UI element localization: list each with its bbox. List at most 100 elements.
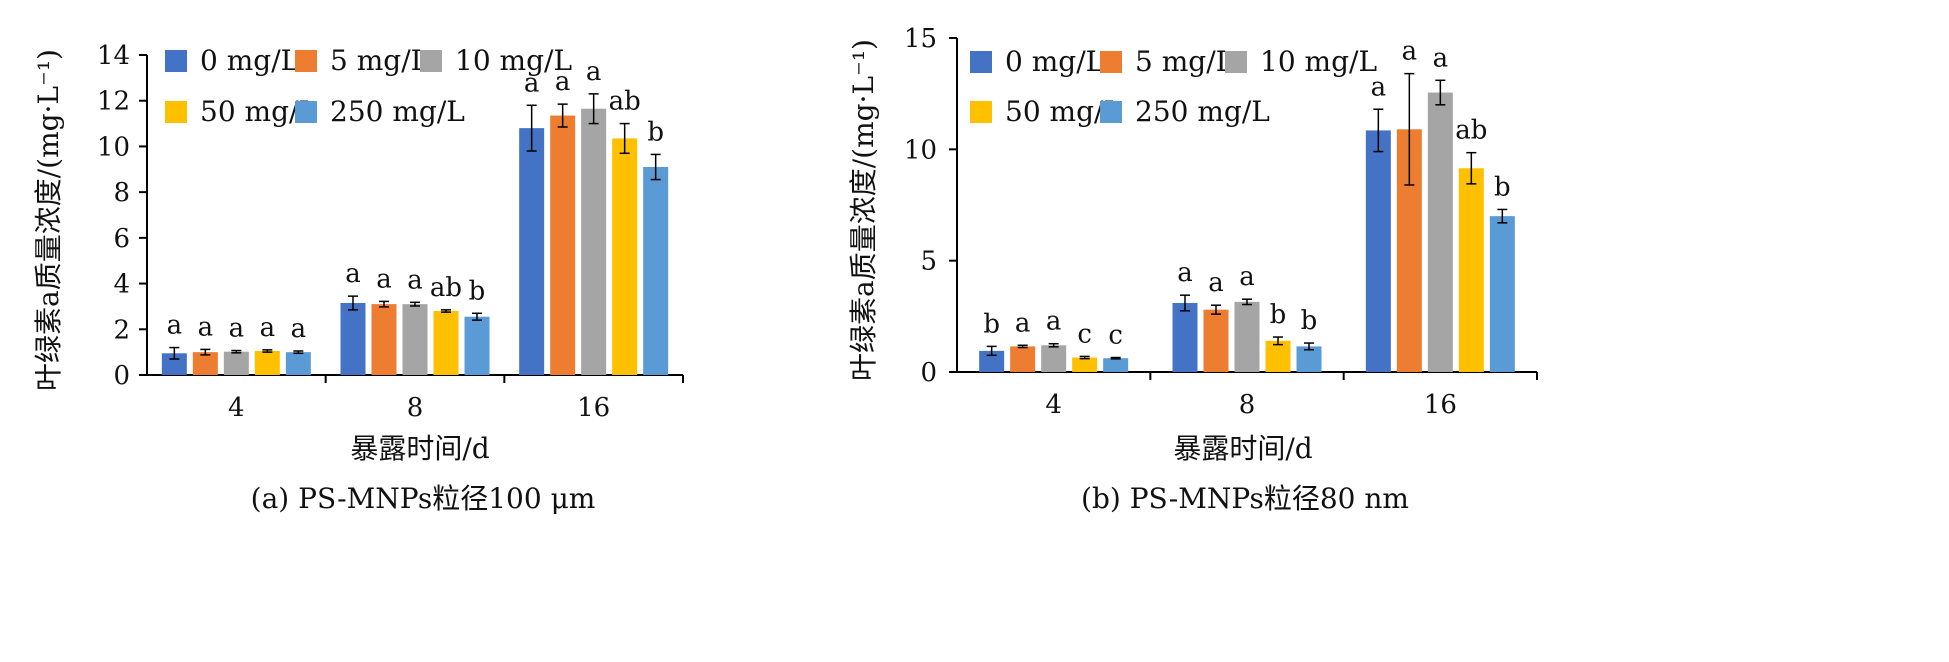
legend-swatch [1100, 101, 1122, 123]
significance-label: a [1015, 308, 1031, 338]
significance-label: a [555, 67, 571, 97]
legend-label: 5 mg/L [330, 44, 429, 77]
x-tick-label: 16 [577, 393, 610, 423]
significance-label: c [1077, 319, 1092, 349]
bar [192, 352, 218, 375]
bar [340, 303, 366, 375]
legend-swatch [165, 50, 187, 72]
y-tick-label: 10 [97, 132, 130, 162]
bar [1265, 340, 1291, 372]
bar [433, 311, 459, 375]
x-axis-title: 暴露时间/d [350, 432, 489, 465]
legend-swatch [970, 51, 992, 73]
y-tick-label: 0 [920, 358, 937, 388]
y-tick-label: 15 [904, 24, 937, 54]
x-tick-label: 4 [1045, 390, 1062, 420]
legend-swatch [1225, 51, 1247, 73]
legend-label: 0 mg/L [200, 44, 299, 77]
bar [643, 167, 669, 375]
significance-label: a [1371, 72, 1387, 102]
bar [1072, 357, 1098, 372]
legend-label: 10 mg/L [455, 44, 572, 77]
significance-label: a [229, 314, 245, 344]
bar [612, 138, 638, 375]
significance-label: b [983, 309, 1000, 339]
bar [1041, 345, 1067, 372]
chart-caption: (a) PS-MNPs粒径100 μm [251, 482, 596, 515]
bar [1365, 130, 1391, 372]
significance-label: a [1239, 262, 1255, 292]
legend-swatch [420, 50, 442, 72]
y-axis-title: 叶绿素a质量浓度/(mg·L⁻¹) [847, 39, 880, 381]
bar [285, 352, 311, 375]
legend-label: 250 mg/L [330, 95, 465, 128]
significance-label: a [1402, 37, 1418, 67]
y-tick-label: 2 [113, 315, 130, 345]
significance-label: a [407, 265, 423, 295]
legend-swatch [295, 50, 317, 72]
y-tick-label: 5 [920, 247, 937, 277]
significance-label: a [291, 314, 307, 344]
bar [550, 115, 576, 376]
legend-swatch [1100, 51, 1122, 73]
legend-label: 5 mg/L [1135, 45, 1234, 78]
bar [254, 351, 280, 375]
y-tick-label: 4 [113, 270, 130, 300]
significance-label: b [647, 117, 664, 147]
significance-label: ab [1455, 116, 1487, 146]
x-tick-label: 8 [407, 393, 424, 423]
significance-label: c [1108, 321, 1123, 351]
bar [464, 316, 490, 375]
y-tick-label: 14 [97, 41, 130, 71]
bar [1010, 346, 1036, 372]
significance-label: ab [609, 87, 641, 117]
significance-label: b [1270, 300, 1287, 330]
legend-swatch [295, 101, 317, 123]
bar [1203, 309, 1229, 372]
bar [1172, 302, 1198, 372]
bar [1234, 301, 1260, 372]
bar [581, 108, 607, 375]
legend-label: 10 mg/L [1260, 45, 1377, 78]
bar [1103, 358, 1129, 372]
significance-label: b [1494, 172, 1511, 202]
bar [161, 353, 187, 375]
significance-label: a [1433, 43, 1449, 73]
y-tick-label: 6 [113, 224, 130, 254]
significance-label: b [469, 276, 486, 306]
bar [519, 128, 545, 375]
y-tick-label: 8 [113, 178, 130, 208]
bar [402, 304, 428, 375]
x-tick-label: 8 [1239, 390, 1256, 420]
significance-label: a [167, 311, 183, 341]
bar [223, 351, 249, 375]
x-axis-title: 暴露时间/d [1173, 432, 1312, 465]
significance-label: a [524, 68, 540, 98]
x-tick-label: 16 [1424, 390, 1457, 420]
significance-label: a [376, 264, 392, 294]
significance-label: a [198, 312, 214, 342]
bar [1458, 168, 1484, 372]
significance-label: b [1301, 306, 1318, 336]
y-tick-label: 12 [97, 87, 130, 117]
bar [1296, 346, 1322, 372]
significance-label: a [586, 57, 602, 87]
significance-label: a [1208, 268, 1224, 298]
legend-label: 250 mg/L [1135, 95, 1270, 128]
significance-label: ab [430, 273, 462, 303]
significance-label: a [260, 313, 276, 343]
bar [979, 350, 1005, 372]
bar [1427, 92, 1453, 372]
significance-label: a [345, 259, 361, 289]
x-tick-label: 4 [228, 393, 245, 423]
legend-swatch [165, 101, 187, 123]
bar [1489, 216, 1515, 372]
legend-label: 0 mg/L [1005, 45, 1104, 78]
legend-swatch [970, 101, 992, 123]
y-tick-label: 10 [904, 135, 937, 165]
chart-caption: (b) PS-MNPs粒径80 nm [1081, 482, 1409, 515]
bar [371, 304, 397, 375]
